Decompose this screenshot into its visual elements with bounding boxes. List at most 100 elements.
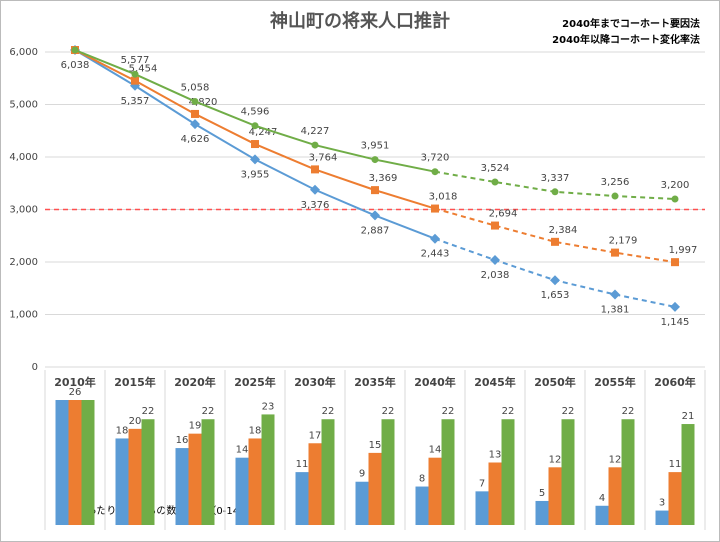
data-label: 3,376 xyxy=(301,200,330,211)
data-label: 22 xyxy=(142,406,155,417)
x-tick-label: 2015年 xyxy=(114,375,156,389)
data-label: 3,764 xyxy=(309,152,338,163)
marker xyxy=(611,248,619,257)
data-label: 9 xyxy=(359,469,365,480)
data-label: 3,720 xyxy=(421,153,450,164)
data-label: 22 xyxy=(322,406,335,417)
bar xyxy=(428,457,442,525)
data-label: 3,018 xyxy=(429,192,458,203)
data-label: 22 xyxy=(382,406,395,417)
bar xyxy=(475,491,489,525)
data-label: 16 xyxy=(176,435,189,446)
bar xyxy=(441,419,455,525)
bar xyxy=(141,419,155,525)
data-label: 2,384 xyxy=(549,225,578,236)
data-label: 15 xyxy=(369,440,382,451)
bar xyxy=(501,419,515,525)
bar xyxy=(128,428,142,525)
data-label: 5,058 xyxy=(181,82,210,93)
bar xyxy=(188,433,202,525)
data-label: 3,369 xyxy=(369,173,398,184)
data-label: 13 xyxy=(489,450,502,461)
marker xyxy=(71,46,79,54)
bar xyxy=(381,419,395,525)
marker xyxy=(191,97,199,105)
data-label: 5,577 xyxy=(121,55,150,66)
data-label: 26 xyxy=(69,387,82,398)
data-label: 4,626 xyxy=(181,134,210,145)
data-label: 11 xyxy=(669,459,682,470)
data-label: 3,524 xyxy=(481,163,510,174)
bar xyxy=(488,462,502,525)
y-tick-label: 1,000 xyxy=(9,310,38,321)
x-tick-label: 2060年 xyxy=(654,375,696,389)
data-label: 2,887 xyxy=(361,225,390,236)
data-label: 22 xyxy=(202,406,215,417)
data-label: 19 xyxy=(189,421,202,432)
bar xyxy=(548,467,562,525)
x-tick-label: 2025年 xyxy=(234,375,276,389)
marker xyxy=(251,140,259,149)
data-label: 3,955 xyxy=(241,169,270,180)
bar xyxy=(368,452,382,525)
y-tick-label: 0 xyxy=(32,362,38,373)
marker xyxy=(371,186,379,195)
bar xyxy=(415,486,429,525)
bar xyxy=(668,472,682,525)
y-tick-label: 2,000 xyxy=(9,257,38,268)
bar xyxy=(235,457,249,525)
marker xyxy=(311,141,319,149)
marker xyxy=(490,255,500,266)
bar xyxy=(681,424,695,525)
chart-title: 神山町の将来人口推計 xyxy=(270,10,450,32)
data-label: 2,443 xyxy=(421,249,450,260)
bar xyxy=(595,505,609,525)
marker xyxy=(610,289,620,300)
marker xyxy=(611,192,619,200)
x-tick-label: 2010年 xyxy=(54,375,96,389)
bar xyxy=(608,467,622,525)
x-tick-label: 2055年 xyxy=(594,375,636,389)
marker xyxy=(671,258,679,267)
data-label: 8 xyxy=(419,474,425,485)
data-label: 2,038 xyxy=(481,270,510,281)
data-label: 4,247 xyxy=(249,127,278,138)
data-label: 21 xyxy=(682,411,695,422)
data-label: 11 xyxy=(296,459,309,470)
data-label: 3,337 xyxy=(541,173,570,184)
bar xyxy=(295,472,309,525)
data-label: 1,381 xyxy=(601,304,630,315)
bar xyxy=(321,419,335,525)
marker xyxy=(311,165,319,174)
marker xyxy=(670,301,680,312)
x-tick-label: 2045年 xyxy=(474,375,516,389)
bar xyxy=(355,481,369,525)
x-tick-label: 2020年 xyxy=(174,375,216,389)
x-tick-label: 2030年 xyxy=(294,375,336,389)
data-label: 3,256 xyxy=(601,177,630,188)
data-label: 5,454 xyxy=(129,64,158,75)
y-tick-label: 4,000 xyxy=(9,152,38,163)
data-label: 20 xyxy=(129,416,142,427)
marker xyxy=(371,156,379,164)
bar xyxy=(175,448,189,525)
data-label: 4,820 xyxy=(189,97,218,108)
marker xyxy=(191,109,199,118)
data-label: 22 xyxy=(502,406,515,417)
data-label: 4,227 xyxy=(301,126,330,137)
data-label: 6,038 xyxy=(61,60,90,71)
annotation: 2040年以降コーホート変化率法 xyxy=(552,33,700,46)
bar xyxy=(81,400,95,525)
y-tick-label: 3,000 xyxy=(9,205,38,216)
data-label: 2,179 xyxy=(609,236,638,247)
bar xyxy=(261,414,275,525)
data-label: 12 xyxy=(549,454,562,465)
data-label: 1,145 xyxy=(661,317,690,328)
bar xyxy=(655,510,669,525)
data-label: 3 xyxy=(659,498,665,509)
data-label: 12 xyxy=(609,454,622,465)
x-tick-label: 2035年 xyxy=(354,375,396,389)
data-label: 17 xyxy=(309,430,322,441)
data-label: 4,596 xyxy=(241,107,270,118)
